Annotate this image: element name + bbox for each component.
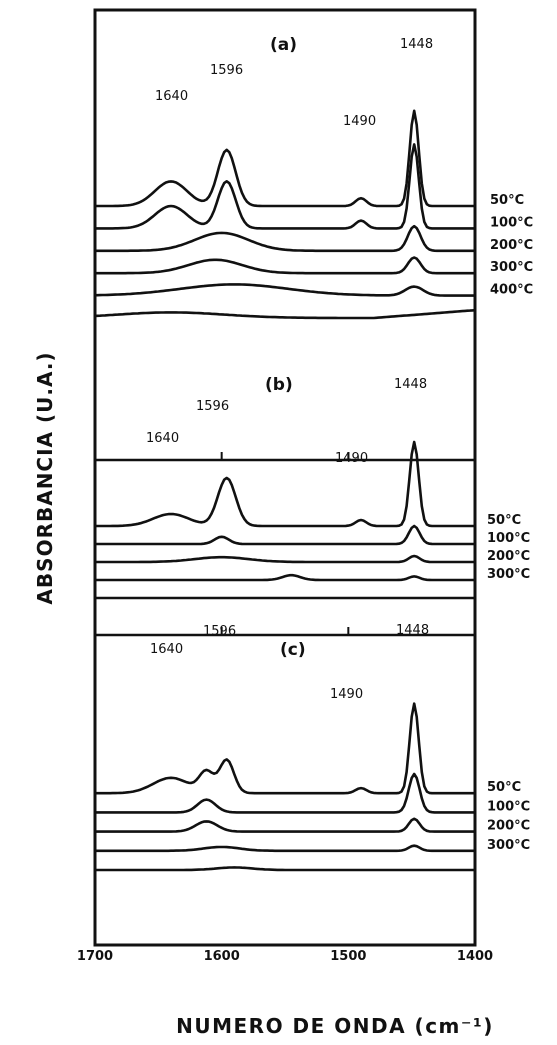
peak-label-a-1448: 1448 xyxy=(400,37,433,52)
temp-label-a-200c: 200°C xyxy=(490,238,533,253)
spectrum-b-50c xyxy=(93,440,477,528)
panel-label-a: (a) xyxy=(270,35,297,55)
spectrum-b-200c xyxy=(93,554,477,564)
spectrum-c-100c xyxy=(93,772,477,814)
spectrum-b-100c xyxy=(93,524,477,546)
spectrum-c-200c xyxy=(93,817,477,833)
temp-label-b-300c: 300°C xyxy=(487,567,530,582)
spectrum-a-200c xyxy=(93,224,477,253)
spectrum-a-300c xyxy=(93,256,477,275)
peak-label-a-1640: 1640 xyxy=(155,89,188,104)
y-axis-label: ABSORBANCIA (U.A.) xyxy=(33,351,57,604)
temp-label-a-300c: 300°C xyxy=(490,260,533,275)
panel-label-b: (b) xyxy=(265,375,293,395)
temp-label-b-100c: 100°C xyxy=(487,531,530,546)
peak-label-b-1490: 1490 xyxy=(335,451,368,466)
spectrum-c-50c xyxy=(93,702,477,795)
divider-ticks xyxy=(220,452,350,635)
peak-label-b-1640: 1640 xyxy=(146,431,179,446)
temp-label-c-300c: 300°C xyxy=(487,838,530,853)
temp-label-a-50c: 50°C xyxy=(490,193,524,208)
peak-label-a-1490: 1490 xyxy=(343,114,376,129)
plot-frame xyxy=(93,8,477,947)
x-tick-1400: 1400 xyxy=(457,949,493,964)
peak-label-c-1448: 1448 xyxy=(396,623,429,638)
temp-label-c-200c: 200°C xyxy=(487,819,530,834)
x-tick-1500: 1500 xyxy=(330,949,366,964)
peak-label-b-1448: 1448 xyxy=(394,377,427,392)
spectrum-a-50c xyxy=(93,109,477,208)
temperature-labels: 50°C 100°C 200°C 300°C 400°C 50°C 100°C 200°C 30… xyxy=(487,193,533,853)
spectrum-c-300c xyxy=(93,844,477,853)
spectrum-a-100c xyxy=(93,143,477,230)
x-tick-1700: 1700 xyxy=(77,949,113,964)
x-axis-label: NUMERO DE ONDA (cm⁻¹) xyxy=(176,1014,494,1038)
x-tick-1600: 1600 xyxy=(204,949,240,964)
x-tick-labels: 1700 1600 1500 1400 xyxy=(77,949,493,964)
temp-label-a-400c: 400°C xyxy=(490,283,533,298)
spectrum-c-ref xyxy=(93,866,477,872)
spectrum-a-ref xyxy=(93,308,477,320)
spectrum-b-300c xyxy=(93,573,477,582)
panel-label-c: (c) xyxy=(280,640,306,660)
temp-label-c-100c: 100°C xyxy=(487,799,530,814)
peak-label-a-1596: 1596 xyxy=(210,63,243,78)
peak-label-b-1596: 1596 xyxy=(196,399,229,414)
peak-label-c-1490: 1490 xyxy=(330,687,363,702)
peak-label-c-1596: 1596 xyxy=(203,624,236,639)
spectra-traces xyxy=(93,109,477,872)
peak-label-c-1640: 1640 xyxy=(150,642,183,657)
temp-label-c-50c: 50°C xyxy=(487,780,521,795)
temp-label-b-50c: 50°C xyxy=(487,513,521,528)
temp-label-b-200c: 200°C xyxy=(487,549,530,564)
spectrum-a-400c xyxy=(93,283,477,297)
temp-label-a-100c: 100°C xyxy=(490,215,533,230)
